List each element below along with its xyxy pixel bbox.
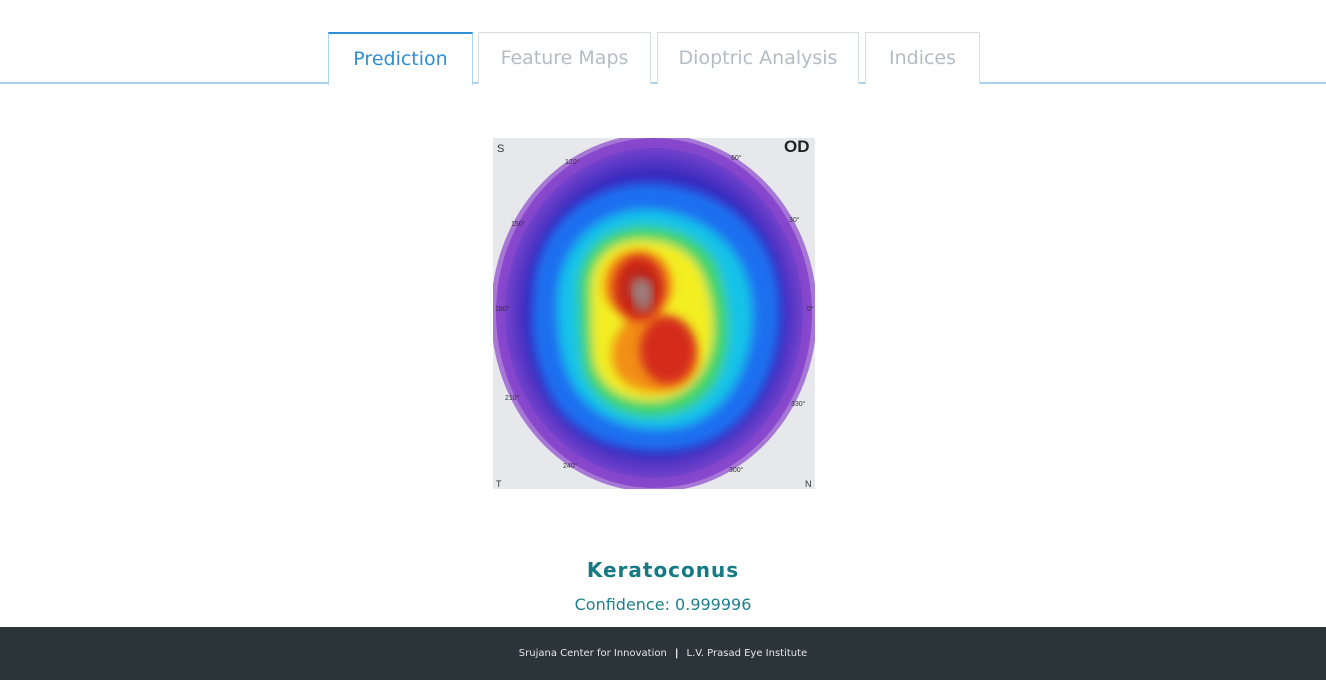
footer-credit-srujana: Srujana Center for Innovation	[518, 648, 667, 659]
map-angle-label: 60°	[731, 154, 742, 162]
map-angle-label: 120°	[565, 158, 580, 166]
confidence-value: Confidence: 0.999996	[574, 595, 752, 614]
map-angle-label: 300°	[729, 466, 744, 474]
map-core-apex	[633, 280, 653, 312]
footer: Srujana Center for Innovation | L.V. Pra…	[0, 627, 1326, 680]
map-band-purple	[493, 138, 815, 489]
footer-credit-lvpei: L.V. Prasad Eye Institute	[686, 648, 808, 659]
map-corner-label-n: N	[805, 479, 812, 489]
topography-svg: S T N OD 120° 60° 150° 30° 180° 0° 210° …	[493, 138, 815, 489]
tab-dioptric-analysis[interactable]: Dioptric Analysis	[657, 32, 859, 84]
map-angle-label: 150°	[511, 220, 526, 228]
tab-prediction[interactable]: Prediction	[328, 32, 473, 86]
tab-feature-maps[interactable]: Feature Maps	[478, 32, 651, 84]
map-angle-label: 0°	[807, 305, 814, 313]
tab-bar: Prediction Feature Maps Dioptric Analysi…	[0, 0, 1326, 86]
map-red-lower-lobe	[640, 316, 696, 384]
map-angle-label: 330°	[791, 400, 806, 408]
map-angle-label: 180°	[495, 305, 510, 313]
diagnosis-label: Keratoconus	[586, 558, 740, 582]
corneal-topography-map: S T N OD 120° 60° 150° 30° 180° 0° 210° …	[493, 138, 815, 489]
map-corner-label-s: S	[497, 143, 504, 155]
tab-indices[interactable]: Indices	[865, 32, 980, 84]
map-angle-label: 30°	[789, 216, 800, 224]
map-corner-label-t: T	[496, 479, 502, 489]
footer-separator: |	[674, 648, 679, 659]
map-angle-label: 210°	[505, 394, 520, 402]
map-angle-label: 240°	[563, 462, 578, 470]
map-eye-label: OD	[784, 138, 810, 156]
